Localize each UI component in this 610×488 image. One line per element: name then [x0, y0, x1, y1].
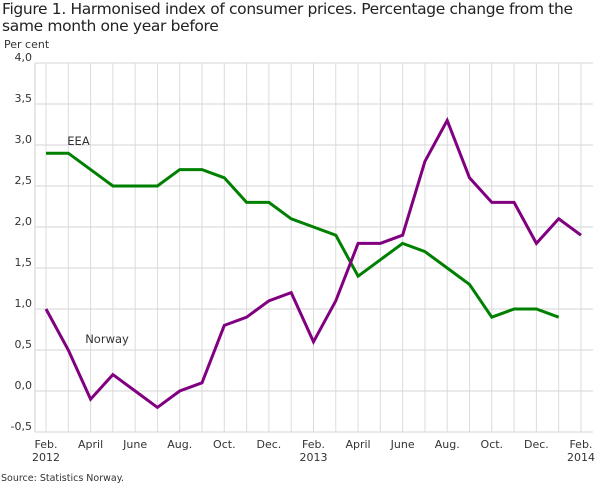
y-tick-label: 0,0	[15, 379, 33, 392]
x-tick-label: Feb.	[35, 438, 58, 451]
x-tick-label: Feb.	[302, 438, 325, 451]
series-label-norway: Norway	[85, 332, 129, 346]
y-axis-unit-label: Per cent	[4, 38, 50, 51]
x-tick-label: Oct.	[213, 438, 236, 451]
x-tick-year-label: 2014	[567, 451, 595, 464]
x-tick-label: April	[78, 438, 103, 451]
x-tick-label: Feb.	[569, 438, 592, 451]
series-lines	[44, 116, 582, 410]
x-tick-year-label: 2012	[32, 451, 60, 464]
y-tick-label: 0,5	[15, 338, 33, 351]
y-tick-label: 3,5	[15, 92, 33, 105]
y-tick-label: 4,0	[15, 51, 33, 64]
x-tick-year-label: 2013	[299, 451, 327, 464]
x-tick-label: Oct.	[481, 438, 504, 451]
y-tick-label: 1,0	[15, 297, 33, 310]
series-line-eea	[46, 151, 560, 320]
horizontal-gridlines	[35, 62, 593, 433]
y-tick-label: 1,5	[15, 256, 33, 269]
x-tick-label: April	[345, 438, 370, 451]
vertical-gridlines	[34, 63, 582, 432]
y-tick-label: 3,0	[15, 133, 33, 146]
x-tick-label: June	[390, 438, 415, 451]
source-note: Source: Statistics Norway.	[1, 473, 124, 484]
series-label-eea: EEA	[67, 134, 90, 148]
x-tick-label: Aug.	[167, 438, 192, 451]
y-tick-label: -0,5	[11, 420, 32, 433]
x-tick-label: Dec.	[524, 438, 549, 451]
y-tick-label: 2,0	[15, 215, 33, 228]
x-tick-label: June	[122, 438, 147, 451]
series-labels: EEA Norway	[67, 134, 129, 346]
x-tick-label: Aug.	[435, 438, 460, 451]
y-axis-ticks: -0,5 0,0 0,5 1,0 1,5 2,0 2,5 3,0 3,5 4,0	[11, 51, 32, 433]
x-tick-label: Dec.	[257, 438, 282, 451]
y-tick-label: 2,5	[15, 174, 33, 187]
chart-title: Figure 1. Harmonised index of consumer p…	[2, 0, 573, 35]
